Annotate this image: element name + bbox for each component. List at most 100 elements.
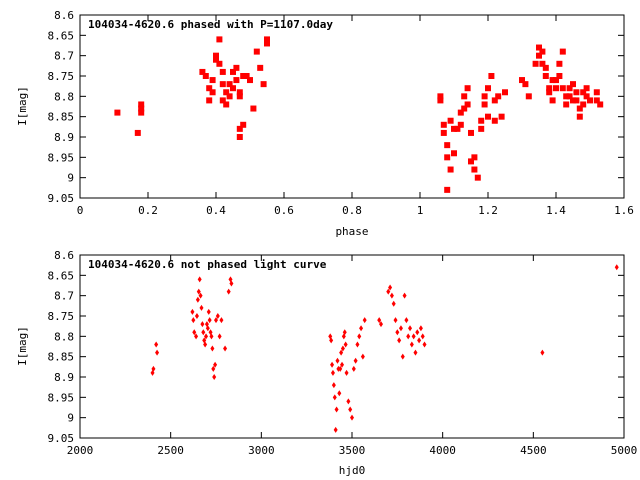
data-point: [495, 93, 502, 100]
phased-y-tick-label: 9.05: [48, 192, 75, 205]
unphased-axis-ticks: [79, 254, 625, 439]
data-point: [330, 361, 335, 368]
data-point: [583, 93, 590, 100]
phased-chart-title: 104034-4620.6 phased with P=1107.0day: [88, 18, 333, 31]
data-point: [491, 97, 498, 104]
data-point: [210, 345, 215, 352]
data-point: [400, 353, 405, 360]
data-point: [566, 85, 573, 92]
data-point: [576, 113, 583, 120]
data-point: [549, 77, 556, 84]
data-point: [398, 325, 403, 332]
data-point: [216, 60, 223, 67]
phased-axis-ticks: [79, 14, 625, 199]
data-point: [250, 105, 257, 112]
data-point: [230, 68, 236, 75]
data-point: [200, 321, 205, 328]
data-point: [573, 97, 580, 104]
data-point: [393, 317, 398, 324]
data-point: [570, 81, 576, 88]
data-point: [451, 150, 457, 157]
phased-x-tick-label: 0.8: [342, 204, 362, 217]
data-point: [138, 105, 145, 112]
data-point: [488, 73, 495, 79]
phased-y-axis-label: I[mag]: [16, 86, 29, 126]
unphased-y-tick-label: 8.65: [48, 269, 75, 282]
data-point: [207, 317, 212, 324]
data-point: [583, 85, 590, 92]
data-point: [351, 365, 356, 372]
data-point: [343, 341, 348, 348]
data-point: [404, 317, 409, 324]
unphased-data-points: [150, 264, 619, 433]
data-point: [199, 68, 206, 75]
unphased-y-axis-label: I[mag]: [16, 326, 29, 366]
data-point: [209, 77, 216, 84]
phased-x-tick-label: 1.4: [546, 204, 566, 217]
data-point: [236, 134, 243, 140]
data-point: [457, 109, 464, 116]
data-point: [219, 68, 226, 75]
data-point: [151, 365, 156, 372]
data-point: [219, 317, 224, 324]
unphased-x-tick-label: 4500: [520, 444, 547, 457]
data-point: [204, 333, 209, 340]
data-point: [408, 325, 413, 332]
data-point: [340, 345, 345, 352]
data-point: [418, 325, 423, 332]
data-point: [229, 280, 234, 287]
data-point: [474, 174, 481, 181]
data-point: [563, 101, 570, 108]
data-point: [440, 129, 447, 136]
data-point: [190, 308, 195, 315]
data-point: [355, 341, 360, 348]
unphased-y-tick-label: 8.9: [54, 371, 74, 384]
data-point: [359, 325, 364, 332]
phased-y-tick-label: 8.75: [48, 70, 75, 83]
phased-light-curve-panel: 0 0.2 0.4 0.6 0.8 1 1.2 1.4 1.6 8.6 8.65 8.7 8.75 8.8…: [16, 9, 634, 238]
data-point: [485, 113, 491, 120]
data-point: [236, 125, 243, 132]
data-point: [154, 341, 159, 348]
unphased-y-tick-label: 8.85: [48, 351, 75, 364]
data-point: [243, 73, 250, 79]
data-point: [203, 341, 208, 348]
unphased-y-tick-label: 8.6: [54, 249, 74, 262]
data-point: [437, 93, 444, 100]
data-point: [357, 333, 362, 340]
phased-y-tick-label: 8.95: [48, 151, 75, 164]
unphased-x-tick-label: 2000: [67, 444, 94, 457]
unphased-x-tick-label: 3500: [339, 444, 366, 457]
data-point: [461, 93, 468, 100]
data-point: [155, 349, 160, 356]
data-point: [587, 97, 593, 104]
data-point: [264, 36, 270, 43]
unphased-y-tick-label: 8.95: [48, 391, 75, 404]
data-point: [413, 349, 418, 356]
data-point: [226, 93, 233, 100]
data-point: [409, 341, 414, 348]
unphased-y-tick-label: 8.75: [48, 310, 75, 323]
phased-y-tick-label: 8.85: [48, 111, 75, 124]
data-point: [471, 166, 478, 173]
unphased-x-axis-label: hjd0: [339, 464, 366, 477]
data-point: [233, 77, 240, 84]
data-point: [206, 97, 213, 104]
data-point: [226, 81, 233, 88]
data-point: [253, 48, 260, 55]
data-point: [223, 89, 230, 96]
data-point: [402, 292, 407, 299]
data-point: [236, 89, 243, 96]
data-point: [519, 77, 525, 84]
data-point: [563, 93, 570, 100]
data-point: [213, 52, 219, 59]
data-point: [566, 93, 573, 100]
data-point: [420, 333, 425, 340]
phased-y-tick-label: 8.6: [54, 9, 74, 22]
data-point: [447, 117, 454, 124]
unphased-x-tick-label: 3000: [248, 444, 275, 457]
data-point: [570, 97, 576, 104]
data-point: [213, 361, 218, 368]
